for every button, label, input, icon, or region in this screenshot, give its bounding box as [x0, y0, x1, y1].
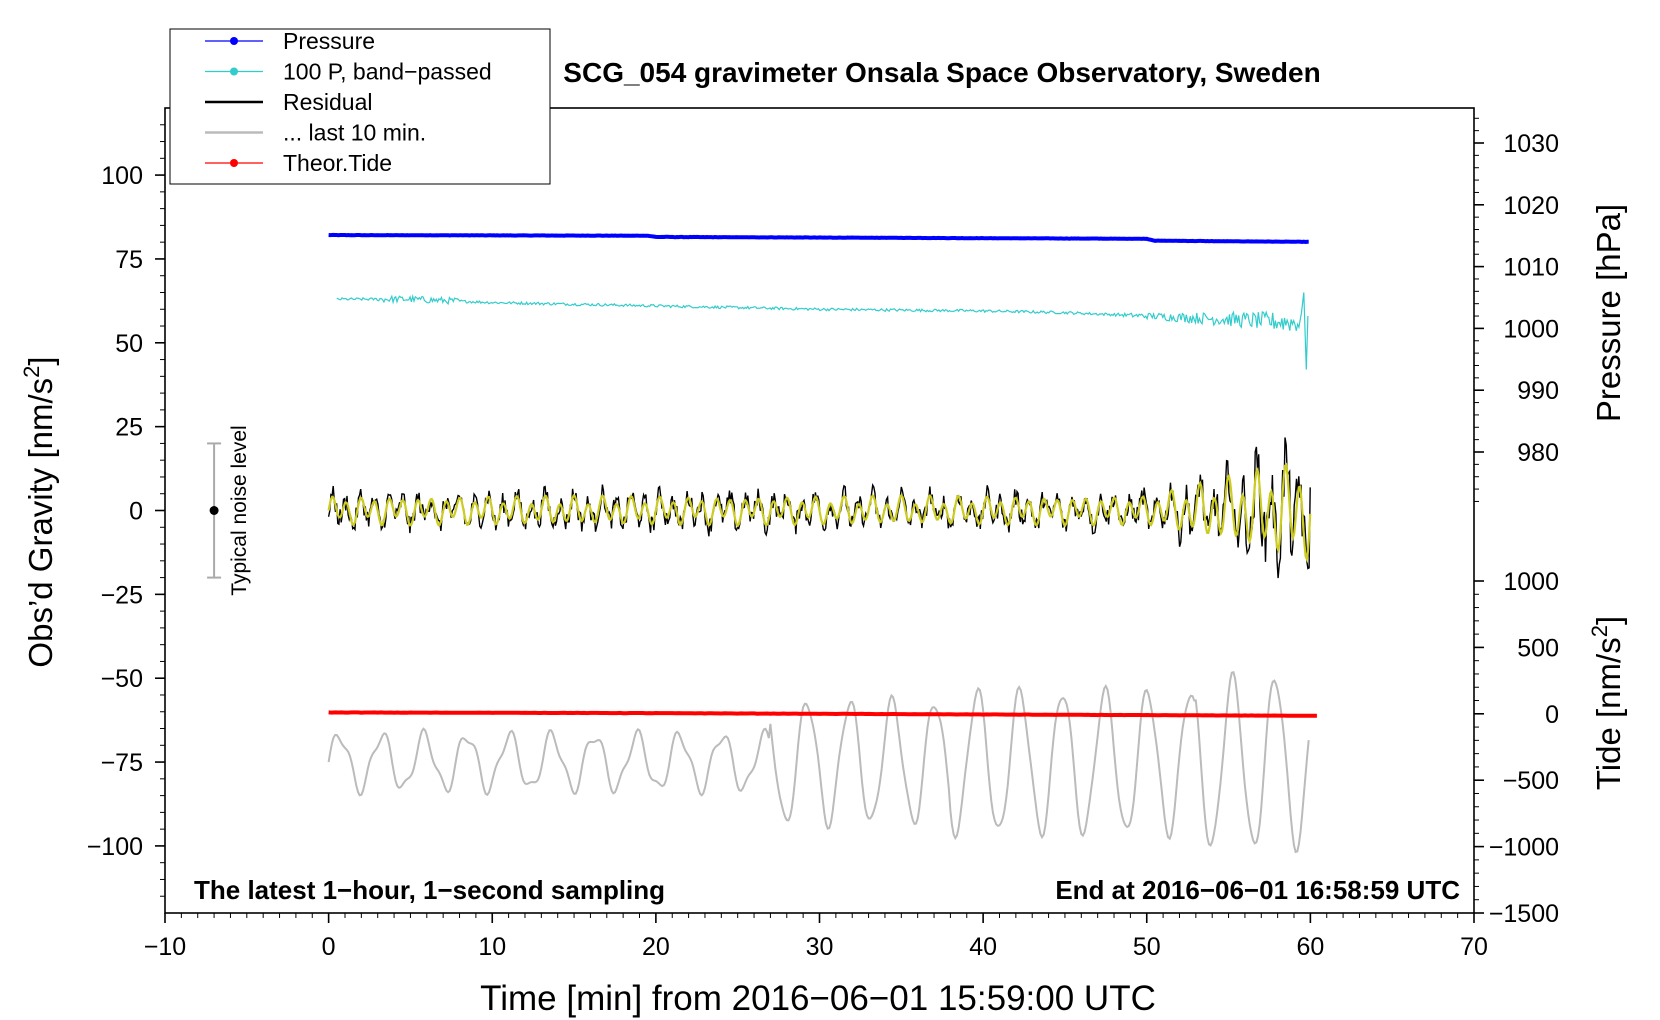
legend: Pressure 100 P, band−passed Residual ... la… — [169, 28, 551, 185]
noise-level-indicator: Typical noise level — [207, 425, 251, 596]
legend-marker — [230, 37, 238, 45]
x-tick-label: 30 — [806, 933, 834, 961]
y-left-tick-label: −50 — [101, 665, 143, 693]
legend-marker — [230, 67, 238, 76]
x-axis-ticks: −10 0 10 20 30 40 50 60 70 — [144, 913, 1488, 961]
series-residual-filtered — [327, 462, 1312, 563]
y-left-tick-label: 50 — [115, 330, 143, 358]
y-left-axis-ticks: 100 75 50 25 0 −25 −50 −75 −100 — [87, 124, 165, 897]
x-tick-label: −10 — [144, 933, 186, 961]
y-left-tick-label: −75 — [101, 749, 143, 777]
series-theor-tide — [328, 710, 1317, 718]
pressure-tick-label: 1000 — [1503, 315, 1559, 343]
pressure-tick-label: 990 — [1517, 377, 1559, 405]
pressure-axis-label: Pressure [hPa] — [1590, 204, 1627, 422]
x-tick-label: 70 — [1460, 933, 1488, 961]
x-tick-label: 40 — [969, 933, 997, 961]
tide-axis-ticks: 1000 500 0 −500 −1000 −1500 — [1474, 568, 1559, 928]
series-pressure — [328, 232, 1309, 245]
tide-tick-label: −500 — [1503, 767, 1559, 795]
x-axis-label: Time [min] from 2016−06−01 15:59:00 UTC — [480, 979, 1156, 1018]
x-tick-label: 10 — [478, 933, 506, 961]
x-tick-label: 0 — [322, 933, 336, 961]
y-left-tick-label: −100 — [87, 833, 143, 861]
legend-label: 100 P, band−passed — [283, 59, 492, 85]
annotation-end-time: End at 2016−06−01 16:58:59 UTC — [1055, 875, 1460, 905]
legend-item: Pressure — [205, 28, 375, 54]
pressure-tick-label: 1010 — [1503, 254, 1559, 282]
pressure-axis-ticks: 1030 1020 1010 1000 990 980 — [1474, 117, 1559, 502]
tide-tick-label: 1000 — [1503, 568, 1559, 596]
legend-marker — [230, 159, 238, 167]
pressure-tick-label: 1030 — [1503, 130, 1559, 158]
y-left-tick-label: 75 — [115, 246, 143, 274]
x-tick-label: 60 — [1296, 933, 1324, 961]
noise-center-dot — [209, 506, 219, 515]
legend-label: Theor.Tide — [283, 150, 392, 176]
tide-tick-label: −1500 — [1489, 900, 1559, 928]
legend-label: Residual — [283, 89, 373, 115]
legend-item: Theor.Tide — [205, 150, 392, 176]
y-left-tick-label: 25 — [115, 414, 143, 442]
y-left-axis-label: Obs’d Gravity [nm/s2] — [19, 356, 59, 667]
tide-tick-label: 500 — [1517, 634, 1559, 662]
tide-tick-label: 0 — [1545, 701, 1559, 729]
y-left-tick-label: −25 — [101, 581, 143, 609]
chart-title: SCG_054 gravimeter Onsala Space Observat… — [563, 57, 1320, 88]
legend-label: ... last 10 min. — [283, 120, 426, 146]
series-pressure-band-passed — [336, 292, 1309, 370]
legend-label: Pressure — [283, 28, 375, 54]
x-tick-label: 20 — [642, 933, 670, 961]
x-tick-label: 50 — [1133, 933, 1161, 961]
y-left-tick-label: 100 — [101, 162, 143, 190]
legend-box — [169, 28, 551, 185]
tide-axis-label: Tide [nm/s2] — [1587, 616, 1627, 790]
tide-tick-label: −1000 — [1489, 834, 1559, 862]
noise-label: Typical noise level — [228, 425, 251, 595]
series-layer — [327, 232, 1317, 854]
series-last-10-min — [327, 670, 1310, 854]
y-left-tick-label: 0 — [129, 498, 143, 526]
annotation-sampling: The latest 1−hour, 1−second sampling — [194, 875, 665, 905]
pressure-tick-label: 1020 — [1503, 192, 1559, 220]
legend-item: ... last 10 min. — [205, 120, 426, 146]
pressure-tick-label: 980 — [1517, 439, 1559, 467]
legend-item: Residual — [205, 89, 373, 115]
legend-item: 100 P, band−passed — [205, 59, 492, 85]
